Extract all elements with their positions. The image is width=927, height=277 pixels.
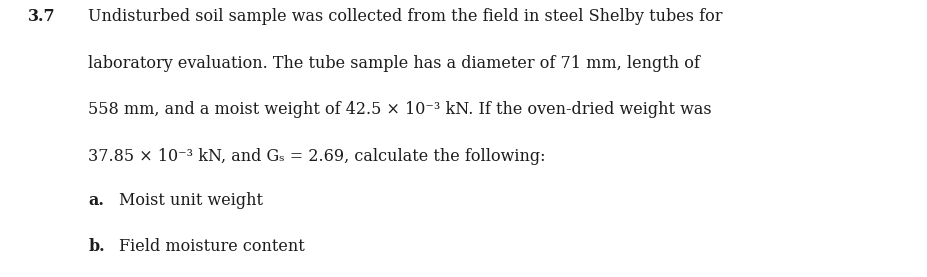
- Text: Field moisture content: Field moisture content: [119, 238, 304, 255]
- Text: a.: a.: [88, 192, 104, 209]
- Text: laboratory evaluation. The tube sample has a diameter of 71 mm, length of: laboratory evaluation. The tube sample h…: [88, 55, 699, 72]
- Text: Undisturbed soil sample was collected from the field in steel Shelby tubes for: Undisturbed soil sample was collected fr…: [88, 8, 722, 25]
- Text: 558 mm, and a moist weight of 42.5 × 10⁻³ kN. If the oven-dried weight was: 558 mm, and a moist weight of 42.5 × 10⁻…: [88, 101, 711, 118]
- Text: b.: b.: [88, 238, 105, 255]
- Text: 3.7: 3.7: [28, 8, 56, 25]
- Text: Moist unit weight: Moist unit weight: [119, 192, 262, 209]
- Text: 37.85 × 10⁻³ kN, and Gₛ = 2.69, calculate the following:: 37.85 × 10⁻³ kN, and Gₛ = 2.69, calculat…: [88, 148, 545, 165]
